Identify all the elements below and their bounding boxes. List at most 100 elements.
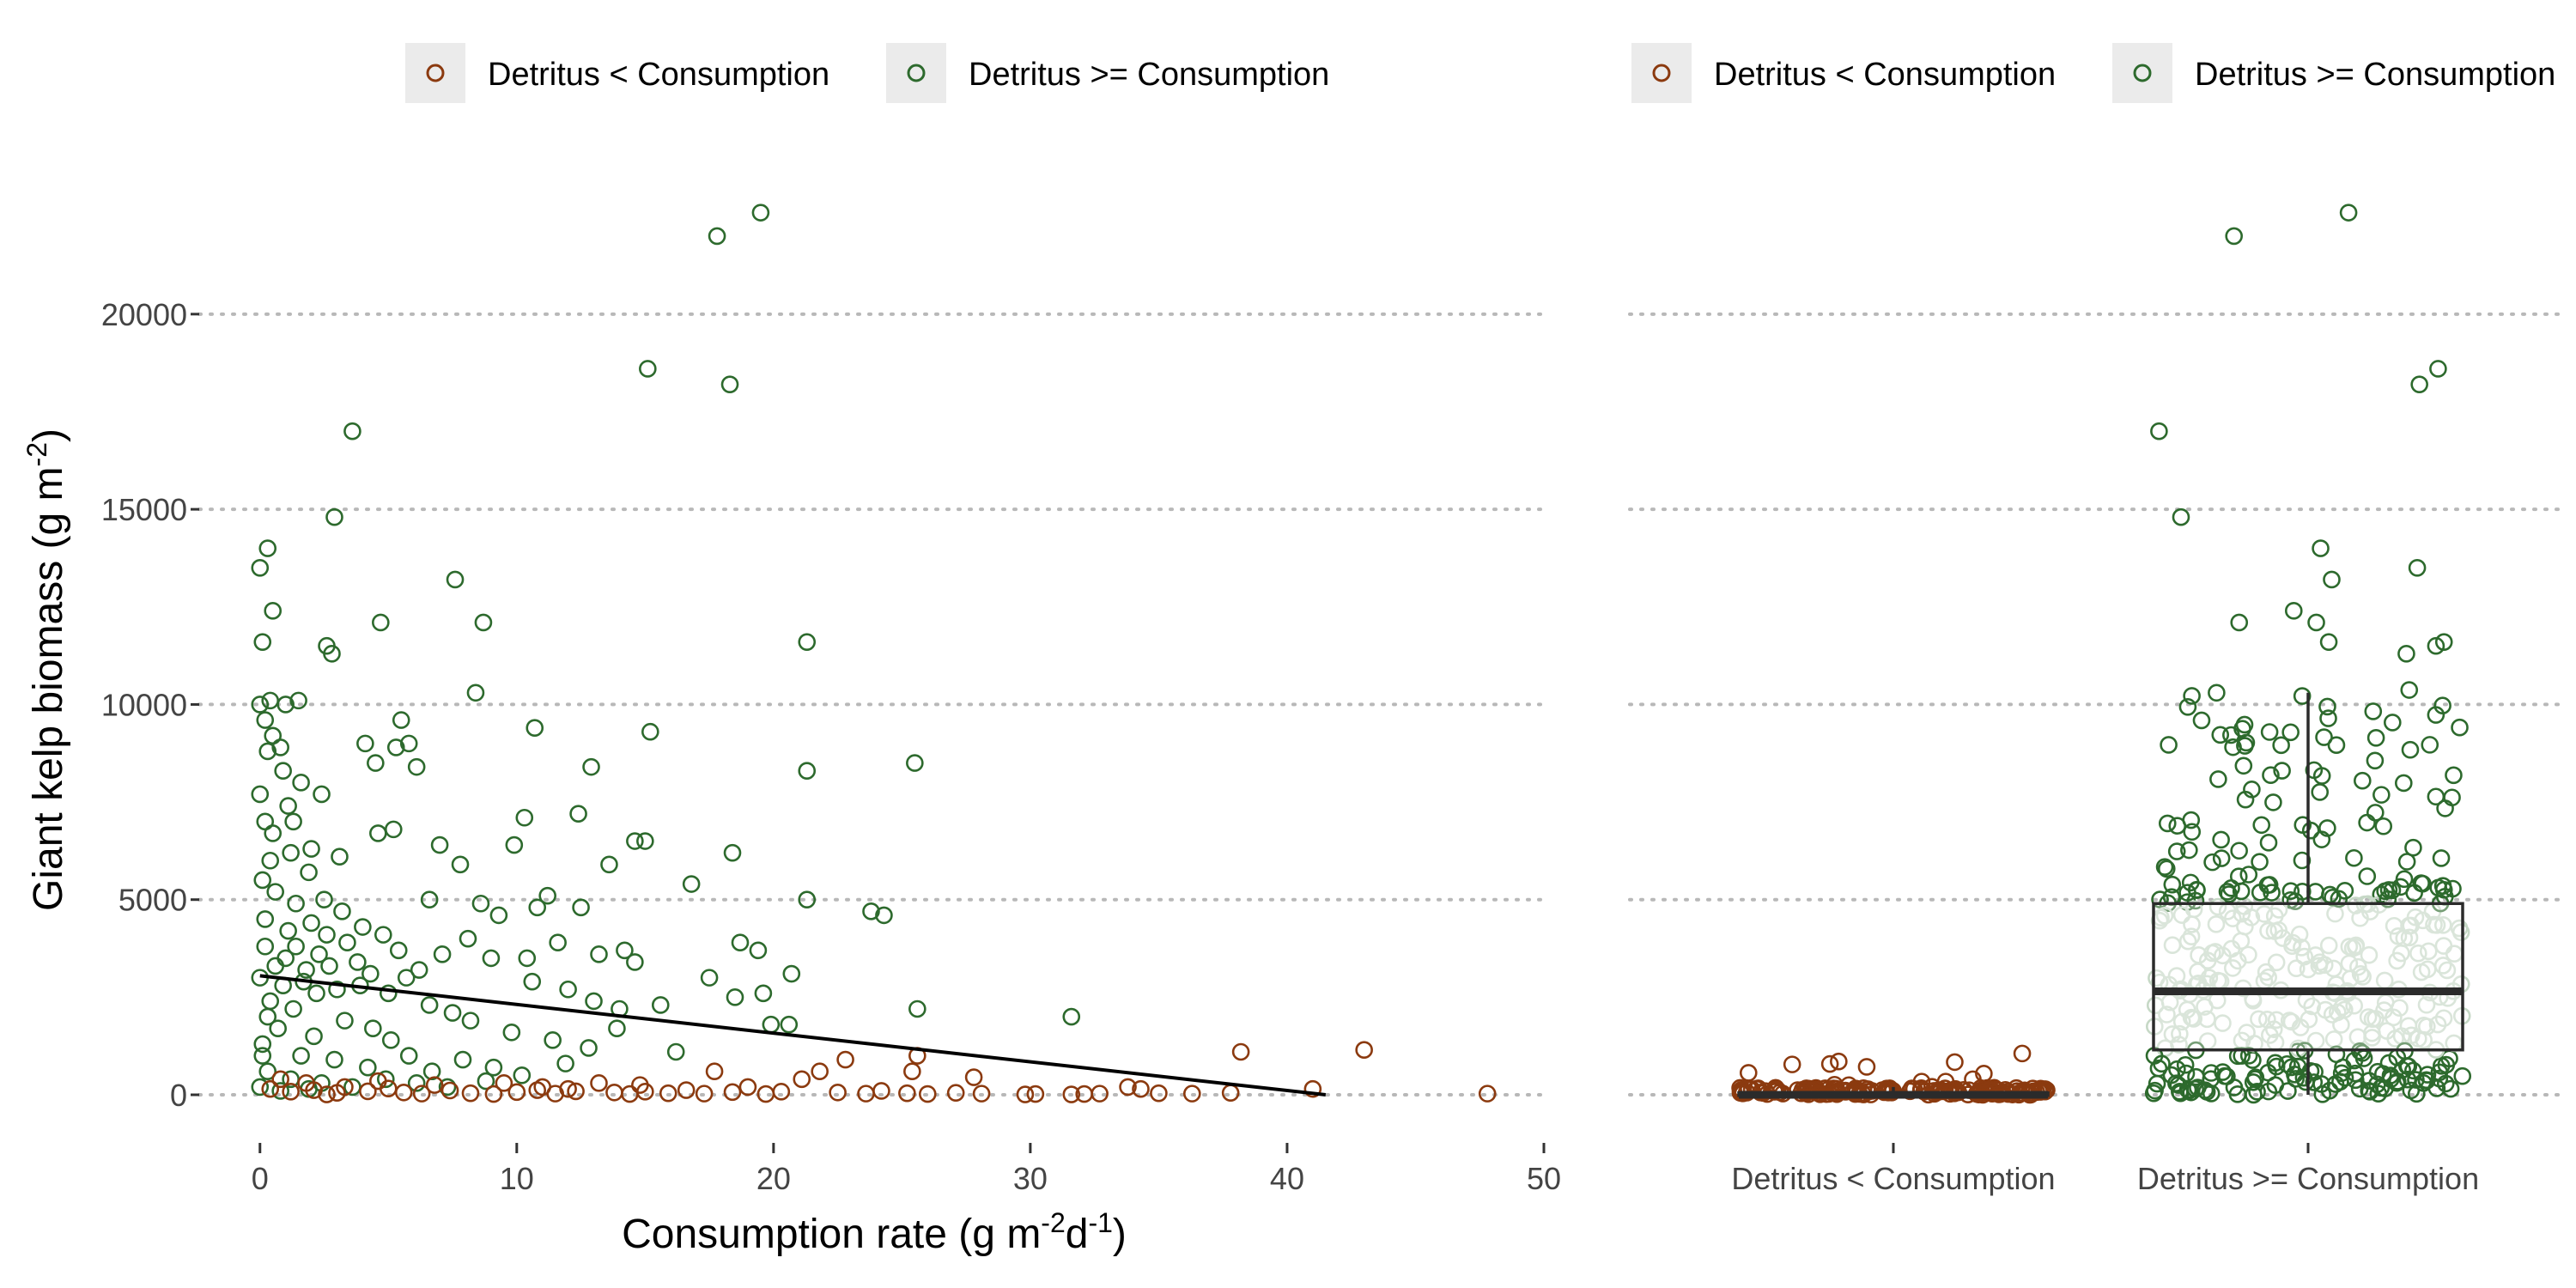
scatter-point [251, 1078, 270, 1097]
scatter-point [1231, 1042, 1250, 1061]
jitter-point [2233, 1047, 2251, 1065]
scatter-point [708, 227, 726, 246]
scatter-point [513, 1066, 532, 1084]
jitter-point [2318, 819, 2336, 837]
jitter-point [2207, 915, 2226, 933]
jitter-point [2438, 961, 2457, 980]
scatter-point [397, 969, 416, 987]
jitter-point [2183, 687, 2201, 705]
scatter-point [908, 999, 927, 1018]
jitter-point [2345, 1051, 2364, 1070]
scatter-point [489, 906, 508, 925]
jitter-point [2203, 853, 2221, 872]
jitter-point [2248, 1083, 2266, 1101]
scatter-point [443, 1004, 462, 1022]
jitter-point [2208, 897, 2227, 916]
jitter-point [2340, 938, 2359, 956]
jitter-point [2157, 860, 2176, 878]
scatter-point [420, 996, 439, 1014]
jitter-point [2293, 687, 2312, 705]
scatter-point [1150, 1084, 1168, 1103]
scatter-point [386, 738, 405, 756]
jitter-point [2315, 728, 2333, 746]
outlier-point [2434, 633, 2453, 651]
scatter-point [484, 1058, 503, 1077]
outlier-point [2284, 602, 2303, 620]
scatter-point [528, 898, 547, 917]
jitter-point [2176, 1055, 2195, 1074]
legend-marker-detritus-ge [907, 64, 926, 82]
jitter-point [2434, 937, 2453, 955]
outlier-point [2225, 227, 2243, 246]
scatter-point [677, 1081, 696, 1099]
jitter-point [2211, 726, 2230, 744]
scatter-point [556, 1054, 574, 1072]
scatter-point [572, 898, 590, 917]
jitter-point [2319, 936, 2338, 955]
scatter-point [898, 1084, 916, 1103]
scatter-point [585, 992, 603, 1011]
jitter-point [2262, 766, 2280, 785]
x-tick-label: 30 [1013, 1161, 1048, 1196]
outlier-point [2172, 507, 2190, 526]
jitter-point [2163, 1025, 2182, 1043]
jitter-point [2400, 681, 2419, 699]
jitter-point [2415, 1074, 2433, 1092]
jitter-point [2184, 900, 2203, 919]
boxplot [1737, 1086, 2050, 1099]
legend-label-detritus-lt: Detritus < Consumption [1714, 57, 2056, 93]
scatter-point [251, 696, 270, 714]
jitter-point [2453, 1066, 2472, 1085]
scatter-point [1221, 1084, 1240, 1103]
scatter-point [433, 945, 452, 963]
jitter-point [2421, 736, 2439, 754]
jitter-point [2236, 917, 2254, 936]
jitter-point [2146, 996, 2165, 1015]
jitter-point [2158, 1005, 2176, 1024]
scatter-point [605, 1083, 623, 1102]
left-x-axis-ticks: 0 10 20 30 40 50 [252, 1143, 1561, 1196]
jitter-point [2345, 996, 2363, 1015]
scatter-point [538, 886, 556, 905]
jitter-point [2267, 953, 2286, 972]
legend-key-detritus-ge [886, 43, 946, 103]
jitter-point [2281, 723, 2300, 742]
scatter-point [875, 906, 893, 925]
scatter-point [616, 941, 634, 960]
scatter-point [682, 875, 701, 893]
scatter-point [836, 1050, 854, 1069]
jitter-point [2379, 890, 2397, 908]
outlier-point [2312, 539, 2330, 557]
jitter-point [2163, 875, 2182, 894]
scatter-point [367, 754, 385, 772]
jitter-point [2303, 997, 2321, 1016]
jitter-point [2151, 890, 2169, 908]
jitter-point [2182, 927, 2201, 945]
jitter-point [2451, 718, 2469, 737]
boxplot [2152, 692, 2464, 1095]
jitter-point [2283, 937, 2301, 956]
scatter-point [793, 1070, 811, 1089]
category-tick-label: Detritus >= Consumption [2137, 1161, 2479, 1196]
jitter-point [2167, 1074, 2185, 1092]
jitter-point [2311, 783, 2330, 801]
scatter-point [946, 1084, 965, 1103]
jitter-point [2436, 1074, 2455, 1093]
scatter-point [410, 961, 428, 979]
scatter-point [906, 754, 924, 772]
scatter-point [412, 1084, 431, 1103]
jitter-point [2383, 714, 2402, 732]
jitter-point [2230, 841, 2248, 860]
scatter-point [453, 1050, 472, 1069]
legend-key-detritus-ge [2112, 43, 2172, 103]
jitter-point [2445, 766, 2463, 785]
jitter-point [2345, 848, 2363, 867]
jitter-point [1783, 1055, 1801, 1073]
scatter-point [1183, 1084, 1201, 1103]
scatter-point [641, 722, 659, 741]
jitter-point [2364, 702, 2383, 720]
jitter-point [2366, 729, 2385, 747]
jitter-point [2324, 959, 2342, 978]
scatter-point [700, 969, 719, 987]
outlier-point [2319, 633, 2338, 651]
